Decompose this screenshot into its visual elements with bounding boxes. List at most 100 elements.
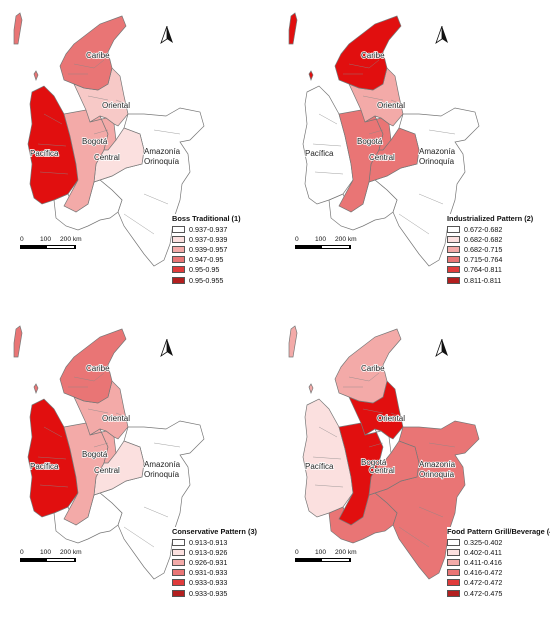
legend-label: 0.926-0.931 (189, 557, 228, 567)
legend-title: Conservative Pattern (3) (172, 527, 258, 536)
map-panel-4: Caribe Oriental Bogotá Pacífica Central Amazo… (275, 313, 550, 625)
scale-label-t1: 100 (315, 236, 327, 243)
legend-item: 0.95-0.95 (172, 265, 241, 275)
legend-swatch (172, 558, 185, 566)
region-label-central: Central (94, 153, 120, 162)
scale-bar-graphic (20, 558, 76, 562)
legend-title: Industrialized Pattern (2) (447, 214, 534, 223)
legend-item: 0.811-0.811 (447, 275, 533, 285)
legend-item: 0.325-0.402 (447, 537, 550, 547)
legend-swatch (172, 538, 185, 546)
scale-label-t1: 100 (315, 549, 327, 556)
legend-swatch (447, 569, 460, 577)
map-panel-2: Caribe Oriental Bogotá Pacífica Central Amazo… (275, 0, 550, 312)
legend-swatch (447, 256, 460, 264)
department-borders (37, 372, 181, 548)
map-panel-3: Caribe Oriental Bogotá Pacífica Central Amazo… (0, 313, 275, 625)
legend-item: 0.931-0.933 (172, 568, 257, 578)
scale-label-t2: 200 km (60, 549, 82, 556)
legend: Food Pattern Grill/Beverage (4) 0.325-0.4… (447, 527, 550, 599)
legend: Boss Traditional (1) 0.937-0.937 0.937-0.9… (172, 214, 241, 286)
region-island2 (33, 70, 39, 81)
region-label-caribe: Caribe (86, 364, 110, 373)
legend-label: 0.325-0.402 (464, 537, 503, 547)
scale-label-t0: 0 (295, 236, 299, 243)
legend-item: 0.913-0.913 (172, 537, 257, 547)
region-label-amazonia: Amazonía (144, 147, 181, 156)
region-label-orinoquia: Orinoquía (419, 470, 455, 479)
department-borders (312, 372, 456, 548)
legend-label: 0.933-0.935 (189, 588, 228, 598)
region-label-amazonia: Amazonía (144, 460, 181, 469)
scale-label-t1: 100 (40, 549, 52, 556)
legend-label: 0.947-0.95 (189, 255, 224, 265)
region-label-bogota: Bogotá (82, 137, 108, 146)
legend-swatch (172, 245, 185, 253)
region-island1 (288, 325, 298, 358)
legend-item: 0.672-0.682 (447, 224, 533, 234)
map-panel-1: Caribe Oriental Bogotá Pacífica Central Amazo… (0, 0, 275, 312)
legend-item: 0.472-0.472 (447, 578, 550, 588)
region-label-caribe: Caribe (361, 364, 385, 373)
scale-bar-graphic (20, 245, 76, 249)
scale-bar: 0 100 200 km (20, 236, 100, 249)
legend-item: 0.411-0.416 (447, 557, 550, 567)
legend-label: 0.937-0.939 (189, 234, 228, 244)
legend-label: 0.939-0.957 (189, 244, 228, 254)
legend-swatch (447, 538, 460, 546)
scale-label-t2: 200 km (335, 549, 357, 556)
scale-label-t2: 200 km (335, 236, 357, 243)
scale-bar: 0 100 200 km (295, 549, 375, 562)
scale-bar: 0 100 200 km (20, 549, 100, 562)
legend-label: 0.472-0.472 (464, 578, 503, 588)
legend-label: 0.95-0.955 (189, 275, 224, 285)
legend-title: Food Pattern Grill/Beverage (4) (447, 527, 550, 536)
north-arrow-icon (435, 26, 449, 44)
scale-label-t0: 0 (295, 549, 299, 556)
north-arrow-icon (435, 339, 449, 357)
scale-label-t0: 0 (20, 236, 24, 243)
scale-bar-graphic (295, 558, 351, 562)
legend-swatch (447, 558, 460, 566)
legend-title: Boss Traditional (1) (172, 214, 241, 223)
legend-label: 0.913-0.913 (189, 537, 228, 547)
legend-item: 0.939-0.957 (172, 244, 241, 254)
legend-item: 0.402-0.411 (447, 547, 550, 557)
region-label-central: Central (369, 153, 395, 162)
legend-label: 0.715-0.764 (464, 255, 503, 265)
legend-item: 0.933-0.933 (172, 578, 257, 588)
north-arrow-icon (160, 26, 174, 44)
legend-swatch (447, 245, 460, 253)
colombia-map: Caribe Oriental Bogotá Pacífica Central Amazo… (13, 325, 205, 580)
region-island2 (308, 383, 314, 394)
legend-swatch (447, 225, 460, 233)
legend-swatch (447, 266, 460, 274)
region-label-pacifica: Pacífica (305, 462, 334, 471)
legend-item: 0.926-0.931 (172, 557, 257, 567)
legend-label: 0.472-0.475 (464, 588, 503, 598)
legend-swatch (172, 256, 185, 264)
region-island1 (13, 12, 23, 45)
legend-swatch (172, 266, 185, 274)
region-island2 (308, 70, 314, 81)
legend-label: 0.933-0.933 (189, 578, 228, 588)
region-label-amazonia: Amazonía (419, 460, 456, 469)
region-label-pacifica: Pacífica (305, 149, 334, 158)
region-label-oriental: Oriental (377, 101, 405, 110)
region-label-oriental: Oriental (377, 414, 405, 423)
region-label-pacifica: Pacífica (30, 462, 59, 471)
region-label-oriental: Oriental (102, 414, 130, 423)
region-island1 (288, 12, 298, 45)
legend-item: 0.947-0.95 (172, 255, 241, 265)
legend-item: 0.937-0.937 (172, 224, 241, 234)
legend-label: 0.931-0.933 (189, 568, 228, 578)
region-label-orinoquia: Orinoquía (419, 157, 455, 166)
legend: Industrialized Pattern (2) 0.672-0.682 0.6… (447, 214, 534, 286)
legend-label: 0.95-0.95 (189, 265, 220, 275)
region-label-bogota: Bogotá (82, 450, 108, 459)
legend-label: 0.937-0.937 (189, 224, 228, 234)
scale-label-t2: 200 km (60, 236, 82, 243)
legend-swatch (447, 579, 460, 587)
legend-label: 0.913-0.926 (189, 547, 228, 557)
legend-label: 0.411-0.416 (464, 557, 502, 567)
